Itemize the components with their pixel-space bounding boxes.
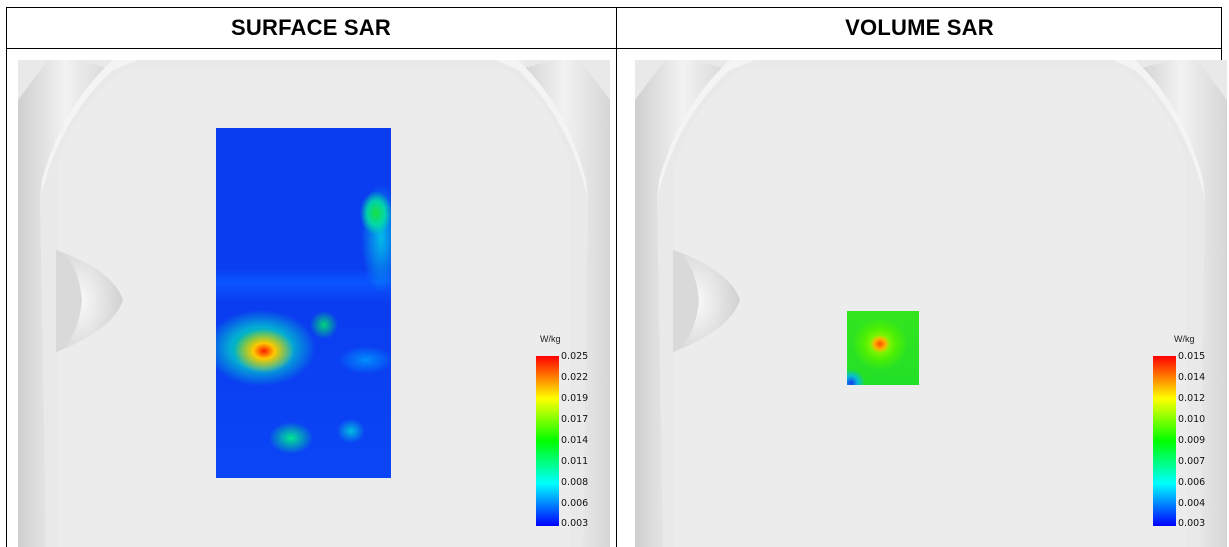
legend-tick: 0.012	[1178, 393, 1206, 404]
legend-tick: 0.003	[1178, 518, 1206, 529]
legend-tick: 0.019	[561, 393, 589, 404]
legend-tick: 0.011	[561, 456, 589, 467]
surface-sar-title: SURFACE SAR	[231, 15, 391, 40]
legend-tick: 0.017	[561, 414, 589, 425]
legend-tick: 0.003	[561, 518, 589, 529]
column-divider	[616, 7, 617, 547]
surface-sar-heatmap	[216, 128, 391, 478]
volume-sar-title: VOLUME SAR	[845, 15, 994, 40]
volume-sar-heatmap	[847, 311, 919, 385]
legend-tick: 0.009	[1178, 435, 1206, 446]
volume-legend-unit: W/kg	[1174, 334, 1195, 344]
legend-tick: 0.004	[1178, 498, 1206, 509]
legend-tick: 0.014	[1178, 372, 1206, 383]
surface-sar-image: W/kg 0.025 0.022 0.019 0.017 0.014 0.011…	[18, 60, 610, 547]
volume-sar-image: W/kg 0.015 0.014 0.012 0.010 0.009 0.007…	[635, 60, 1227, 547]
legend-tick: 0.025	[561, 351, 589, 362]
legend-tick: 0.006	[561, 498, 589, 509]
volume-color-scale	[1153, 356, 1176, 526]
legend-tick: 0.008	[561, 477, 589, 488]
legend-tick: 0.010	[1178, 414, 1206, 425]
legend-tick: 0.006	[1178, 477, 1206, 488]
legend-tick: 0.014	[561, 435, 589, 446]
legend-tick: 0.022	[561, 372, 589, 383]
legend-tick: 0.007	[1178, 456, 1206, 467]
phantom-background	[635, 60, 1227, 547]
legend-tick: 0.015	[1178, 351, 1206, 362]
surface-legend-unit: W/kg	[540, 334, 561, 344]
header-divider	[6, 48, 1222, 49]
surface-color-scale	[536, 356, 559, 526]
